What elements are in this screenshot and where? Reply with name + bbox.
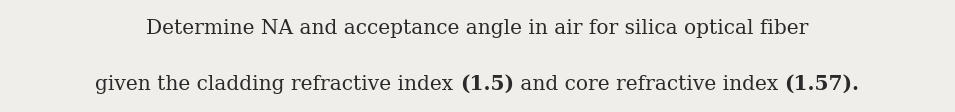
Text: and core refractive index: and core refractive index (514, 74, 785, 94)
Text: Determine NA and acceptance angle in air for silica optical fiber: Determine NA and acceptance angle in air… (146, 18, 809, 38)
Text: (1.5): (1.5) (460, 74, 514, 94)
Text: (1.57).: (1.57). (785, 74, 860, 94)
Text: given the cladding refractive index: given the cladding refractive index (96, 74, 460, 94)
